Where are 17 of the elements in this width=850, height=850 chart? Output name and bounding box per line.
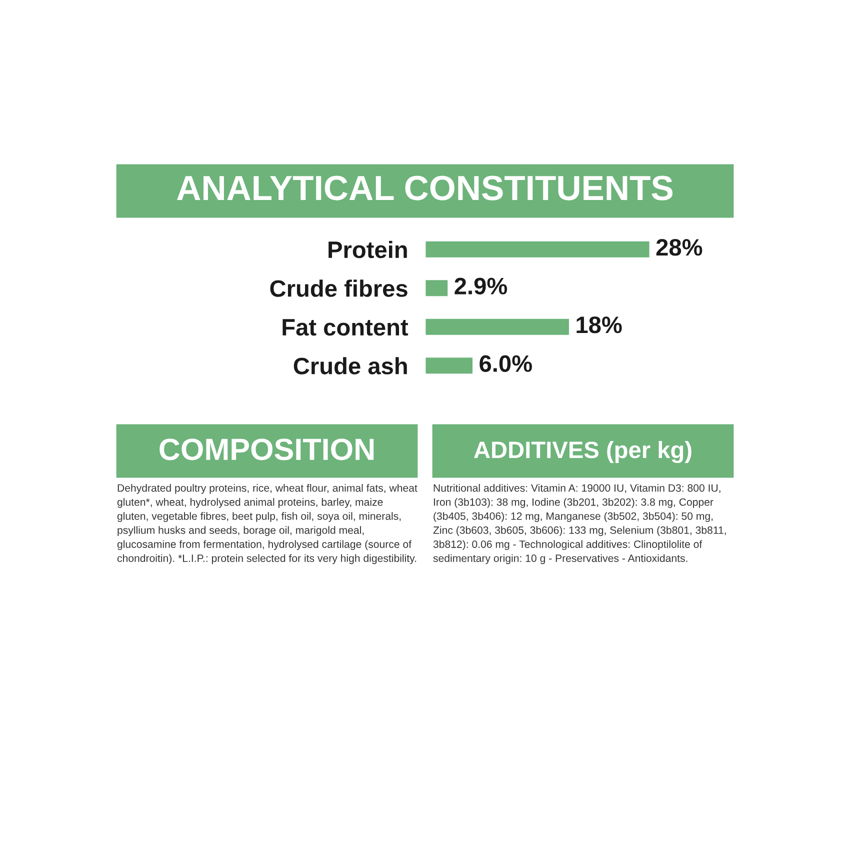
text: Nutritional additives: Vitamin A: 19000 IU, Vitamin D3: 800 IU, Iron (3b103): 38 mg, Iodine (3b201, 3b202): 3.8 mg, Copper (3b405, 3b406): 12 mg, Manganese (3b502, 3b504): 50 mg, Zinc (3b603, 3b605, 3b606): 133 mg, Selenium (3b801, 3b811, 3b812): 0.06 mg - Technological additives: Clinoptilolite of sedimentary origin: 10 g - Preservatives - Antioxidants.: [433, 484, 726, 564]
chart-title: ANALYTICAL CONSTITUENTS: [176, 176, 673, 200]
bar: [425, 278, 449, 298]
text: ADDITIVES (per kg): [474, 440, 692, 464]
y-tick-label: Crude fibres: [270, 280, 408, 297]
data-label: 2.9%: [454, 278, 508, 294]
y-tick-label: Crude ash: [294, 357, 407, 374]
bar: [425, 240, 651, 259]
bar: [425, 356, 474, 376]
data-label: 18%: [576, 316, 622, 334]
data-label: 6.0%: [480, 355, 532, 372]
bar: [425, 317, 570, 336]
y-tick-label: Protein: [328, 240, 407, 258]
text: COMPOSITION: [160, 438, 374, 460]
text: Dehydrated poultry proteins, rice, wheat flour, animal fats, wheat gluten*, wheat, hydrolysed animal proteins, barley, maize gluten, vegetable fibres, beet pulp, fish oil, soya oil, minerals, psyllium husks and seeds, borage oil, marigold meal, glucosamine from fermentation, hydrolysed cartilage (source of chondroitin). *L.I.P.: protein selected for its very high digestibility.: [117, 484, 418, 564]
y-tick-label: Fat content: [282, 319, 408, 336]
data-label: 28%: [656, 238, 702, 256]
